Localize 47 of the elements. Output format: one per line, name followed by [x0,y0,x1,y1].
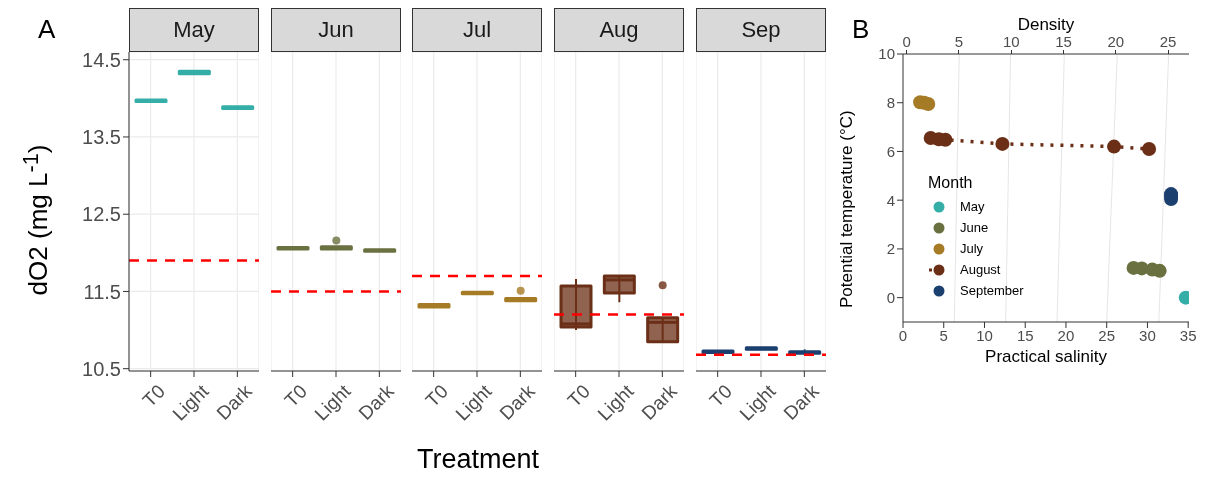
x-tick-label: 15 [1016,326,1034,344]
x-tick-label: T0 [280,380,312,412]
x2-tick-label: 0 [902,33,911,50]
y-tick-label: 6 [886,142,895,160]
x-tick-label: 20 [1057,326,1075,344]
x-tick-label: 25 [1098,326,1116,344]
x-tick-label: T0 [705,380,737,412]
x2-tick-label: 15 [1055,33,1072,50]
legend-label: September [959,282,1025,300]
text: A [38,14,56,45]
x-tick-label: T0 [138,380,170,412]
x-tick-label: T0 [563,380,595,412]
x-tick-label: 10 [976,326,993,344]
legend-label: July [959,240,985,258]
y-tick-label: 14.5 [82,48,121,71]
x2-tick-label: 10 [1002,33,1020,50]
x-tick-label: 0 [898,326,908,344]
y-tick-label: 0 [886,288,895,306]
legend-label: August [959,261,1002,279]
text: B [852,14,870,45]
chart-title: May [129,8,259,52]
y-tick-label: 12.5 [82,203,121,226]
x2-tick-label: 25 [1159,33,1177,50]
x-tick-label: 5 [939,326,948,344]
x-axis-title: Practical salinity [985,347,1108,366]
y-tick-label: 8 [886,94,895,112]
chart-title: Jul [412,8,542,52]
chart-title: Jun [271,8,401,52]
x-tick-label: 35 [1179,326,1197,344]
x2-tick-label: 20 [1107,33,1125,50]
y-axis-title: Potential temperature (°C) [837,110,857,308]
x-tick-label: T0 [421,380,453,412]
chart-title: Aug [554,8,684,52]
x-tick-label: 30 [1139,326,1156,344]
y-tick-label: 13.5 [82,126,121,149]
x-axis-title: Treatment [416,444,540,475]
y-tick-label: 4 [886,191,895,209]
x2-axis-title: Density [1017,15,1075,34]
y-tick-label: 10.5 [82,357,121,380]
y-tick-label: 11.5 [83,280,121,303]
y-tick-label: 10 [878,45,895,63]
x2-tick-label: 5 [954,33,964,50]
chart-title: Sep [696,8,826,52]
legend-label: June [959,219,990,237]
legend-label: May [959,198,986,216]
legend-title: Month [928,174,974,192]
y-tick-label: 2 [886,240,895,258]
